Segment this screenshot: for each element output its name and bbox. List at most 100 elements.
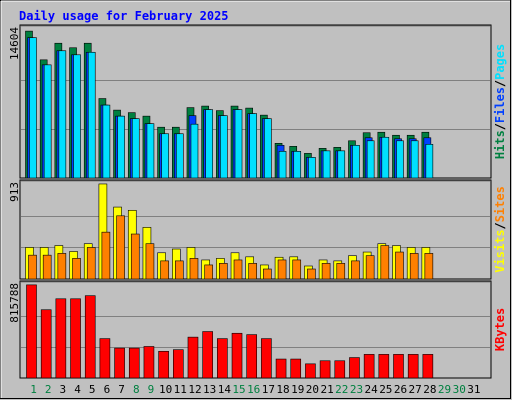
bar-kbytes [275,358,287,379]
bar-pages [249,113,257,179]
bar-sites [409,253,419,280]
bar-kbytes [319,360,331,379]
bar-pages [234,109,243,179]
day-label: 21 [320,383,333,396]
day-label: 2 [45,383,52,396]
bar-sites [380,245,390,280]
day-label: 18 [276,383,289,396]
bar-pages [87,51,96,179]
bar-pages [410,140,419,179]
bar-kbytes [158,350,169,379]
bar-kbytes [114,347,125,379]
bar-sites [72,258,81,280]
day-label: 31 [467,383,480,396]
bar-kbytes [55,298,67,379]
y-max-label: 913 [8,182,21,202]
bar-pages [102,104,111,179]
y-max-label: 14604 [8,27,21,60]
bar-kbytes [217,338,228,379]
legend-entry-0-2: Files [493,87,507,123]
bar-sites [248,263,257,280]
day-label: 16 [247,383,260,396]
day-label: 25 [379,383,392,396]
bar-pages [146,123,155,179]
bar-kbytes [393,354,404,379]
bar-pages [190,123,199,179]
bar-pages [293,151,302,179]
bar-kbytes [231,332,243,379]
bar-sites [101,231,111,280]
bar-pages [381,136,390,179]
chart-panels: 14604Hits/Files/Pages913Visits/Sites8157… [8,24,507,379]
bar-pages [131,118,140,179]
bar-sites [336,263,346,280]
bar-pages [308,157,316,179]
day-label: 6 [104,383,111,396]
bar-pages [176,133,184,179]
bar-pages [58,50,67,179]
legend-entry-0-0: Hits [493,130,507,159]
day-label: 28 [423,383,436,396]
bar-kbytes [261,338,272,379]
bar-pages [366,140,375,179]
bar-sites [160,260,169,280]
bar-kbytes [290,358,302,379]
day-label: 20 [306,383,319,396]
bar-sites [57,253,67,280]
bar-pages [322,150,331,179]
bar-kbytes [349,357,360,379]
bar-sites [204,264,213,280]
bar-sites [365,255,375,280]
bar-pages [205,109,213,179]
bar-sites [189,258,199,280]
bar-sites [277,259,287,280]
bar-sites [263,268,272,280]
day-label: 22 [335,383,348,396]
bar-sites [219,263,228,280]
day-label: 30 [453,383,466,396]
day-label: 15 [232,383,245,396]
bar-kbytes [407,354,419,379]
day-label: 4 [74,383,81,396]
bar-sites [424,253,434,280]
bar-kbytes [246,334,257,379]
bar-sites [175,260,184,280]
bar-sites [116,215,125,280]
bar-kbytes [378,354,390,379]
legend-entry-1-0: Visits [493,229,507,272]
legend-entry-1-2: Sites [493,186,507,222]
bar-pages [43,64,52,179]
bar-sites [233,259,243,280]
chart-title: Daily usage for February 2025 [19,9,229,23]
day-label: 26 [394,383,407,396]
day-label: 19 [291,383,304,396]
bar-sites [145,243,155,280]
day-label: 3 [60,383,67,396]
bar-pages [425,144,434,179]
day-label: 27 [409,383,422,396]
bar-pages [29,37,37,179]
bar-kbytes [40,309,52,379]
legend-entry-1-1: / [493,222,507,229]
bar-kbytes [202,331,213,379]
day-axis: 1 2 3 4 5 6 7 8 9 10 11 12 13 14 15 16 17 18 19 20 21 22 23 24 2… [30,383,480,396]
day-label: 24 [365,383,379,396]
bar-kbytes [334,360,346,379]
legend-entry-2-0: KBytes [493,308,507,351]
day-label: 12 [188,383,201,396]
bar-pages [278,151,287,179]
bar-pages [337,150,346,179]
bar-sites [86,247,96,280]
bar-sites [307,268,316,280]
day-label: 1 [30,383,37,396]
bar-pages [396,140,404,179]
day-label: 5 [89,383,96,396]
bar-sites [28,254,37,280]
day-label: 10 [159,383,172,396]
panel-visits-sites: 913 Visits/Sites [8,179,507,280]
bar-sites [42,254,52,280]
bar-sites [292,259,302,280]
legend-entry-0-1: / [493,123,507,130]
